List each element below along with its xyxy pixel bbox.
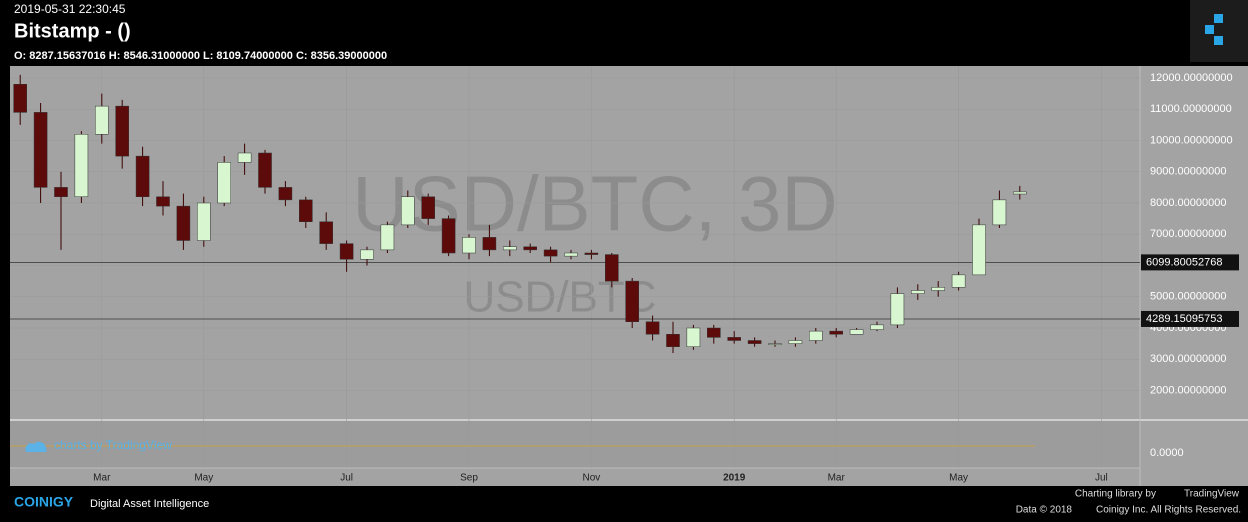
candle-body (809, 330, 823, 341)
candle-body (911, 290, 925, 294)
rights: Coinigy Inc. All Rights Reserved. (1096, 505, 1241, 516)
candle-body (380, 224, 395, 251)
candle-body (707, 327, 721, 338)
candle-body (74, 134, 89, 197)
y-tick-label: 12000.00000000 (1150, 72, 1233, 84)
ohlc: O: 8287.15637016 H: 8546.31000000 L: 810… (14, 50, 387, 62)
candle-body (584, 252, 599, 255)
candle-body (299, 199, 313, 222)
x-tick-label: Jul (340, 473, 353, 484)
price-label-box (1141, 310, 1239, 327)
candle-body (1013, 191, 1027, 195)
candle-body (237, 152, 252, 163)
candle-body (319, 221, 333, 244)
logo-square (1214, 36, 1223, 45)
logo-square (1214, 14, 1223, 23)
candle-body (605, 254, 619, 282)
y-tick-label: 10000.00000000 (1150, 134, 1233, 146)
y-tick-label: 3000.00000000 (1150, 353, 1226, 365)
watermark-sub: USD/BTC (463, 273, 656, 322)
x-tick-label: Nov (583, 473, 601, 484)
title: Bitstamp - () (14, 20, 131, 42)
candle-body (156, 196, 170, 207)
x-tick-label: 2019 (723, 473, 746, 484)
logo-box (1190, 0, 1248, 62)
plot-area (10, 66, 1248, 486)
candle-body (931, 287, 945, 291)
candle-body (197, 202, 211, 241)
indicator-pane (10, 420, 1140, 468)
candle-body (217, 162, 231, 204)
price-label: 6099.80052768 (1146, 256, 1222, 268)
candle-body (768, 343, 782, 345)
candle-body (13, 84, 27, 113)
x-tick-label: Mar (93, 473, 111, 484)
candle-body (564, 252, 578, 257)
candle-body (788, 340, 803, 344)
y-tick-label: 8000.00000000 (1150, 197, 1226, 209)
tagline: Digital Asset Intelligence (90, 498, 209, 510)
charting-lib: TradingView (1184, 489, 1240, 500)
candle-body (421, 196, 435, 219)
candle-body (33, 112, 48, 188)
candle-body (625, 280, 639, 322)
candle-body (727, 337, 741, 341)
candle-body (992, 199, 1007, 226)
charting-by: Charting library by (1075, 489, 1156, 500)
indicator-tick-label: 0.0000 (1150, 447, 1184, 459)
candle-body (278, 187, 293, 201)
candle-body (951, 274, 966, 288)
logo-square (1205, 25, 1214, 34)
y-tick-label: 7000.00000000 (1150, 228, 1226, 240)
candle-body (849, 329, 864, 335)
candle-body (523, 246, 537, 251)
candle-body (543, 249, 558, 257)
price-label-box (1141, 254, 1239, 271)
y-tick-label: 2000.00000000 (1150, 384, 1226, 396)
candle-body (462, 237, 476, 254)
candle-body (176, 205, 191, 241)
x-tick-label: Jul (1095, 473, 1108, 484)
y-tick-label: 9000.00000000 (1150, 166, 1226, 178)
x-tick-label: May (949, 473, 968, 484)
candle-body (441, 218, 456, 254)
candle-body (666, 334, 680, 347)
candle-body (972, 224, 986, 276)
x-tick-label: Sep (460, 473, 478, 484)
candle-body (115, 105, 129, 157)
y-tick-label: 11000.00000000 (1150, 103, 1232, 115)
candle-body (890, 293, 905, 326)
candle-body (95, 105, 109, 135)
y-tick-label: 5000.00000000 (1150, 291, 1226, 303)
candle-body (747, 340, 762, 344)
price-label: 4289.15095753 (1146, 313, 1222, 325)
x-tick-label: Mar (828, 473, 846, 484)
candle-body (503, 246, 517, 251)
data-note: Data © 2018 (1016, 505, 1073, 516)
tv-cloud (25, 441, 47, 452)
tv-watermark: charts by TradingView (54, 438, 172, 452)
brand: COINIGY (14, 494, 74, 510)
candle-body (686, 327, 701, 347)
candle-body (829, 330, 843, 335)
candle-body (870, 324, 884, 330)
candle-body (360, 249, 374, 260)
candle-body (645, 321, 660, 335)
timestamp: 2019-05-31 22:30:45 (14, 2, 126, 16)
candle-body (258, 152, 272, 188)
plot: 2000.000000003000.000000004000.000000005… (10, 66, 1239, 484)
candle-body (339, 243, 354, 260)
candle-body (54, 187, 68, 197)
x-tick-label: May (194, 473, 213, 484)
candle-body (135, 155, 150, 197)
candle-body (482, 237, 497, 251)
candle-body (401, 196, 415, 226)
